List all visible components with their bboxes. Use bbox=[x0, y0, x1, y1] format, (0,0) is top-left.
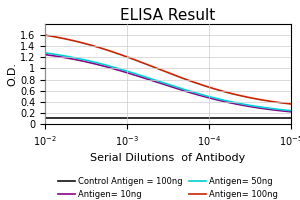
Control Antigen = 100ng bbox=[43, 117, 47, 120]
Title: ELISA Result: ELISA Result bbox=[120, 8, 216, 23]
Line: Antigen= 100ng: Antigen= 100ng bbox=[45, 35, 291, 104]
Antigen= 10ng bbox=[89, 62, 92, 64]
Antigen= 100ng bbox=[289, 103, 293, 105]
Line: Antigen= 50ng: Antigen= 50ng bbox=[45, 53, 291, 111]
Antigen= 10ng bbox=[58, 56, 61, 58]
Antigen= 100ng bbox=[109, 50, 112, 52]
Antigen= 50ng bbox=[89, 60, 92, 62]
Antigen= 10ng bbox=[268, 108, 272, 111]
Antigen= 100ng bbox=[268, 100, 272, 102]
Antigen= 10ng bbox=[277, 109, 281, 112]
Antigen= 50ng bbox=[43, 52, 47, 54]
Control Antigen = 100ng bbox=[277, 117, 281, 120]
Antigen= 50ng bbox=[277, 108, 281, 111]
Antigen= 10ng bbox=[43, 53, 47, 56]
Antigen= 10ng bbox=[289, 111, 293, 113]
Control Antigen = 100ng bbox=[89, 117, 92, 120]
Control Antigen = 100ng bbox=[58, 117, 61, 120]
Control Antigen = 100ng bbox=[109, 117, 112, 120]
Control Antigen = 100ng bbox=[53, 117, 57, 120]
Line: Antigen= 10ng: Antigen= 10ng bbox=[45, 55, 291, 112]
Control Antigen = 100ng bbox=[268, 117, 272, 120]
Antigen= 100ng bbox=[58, 37, 61, 39]
Antigen= 100ng bbox=[89, 44, 92, 46]
X-axis label: Serial Dilutions  of Antibody: Serial Dilutions of Antibody bbox=[90, 153, 246, 163]
Antigen= 50ng bbox=[58, 54, 61, 56]
Antigen= 50ng bbox=[53, 53, 57, 56]
Antigen= 10ng bbox=[53, 55, 57, 57]
Legend: Control Antigen = 100ng, Antigen= 10ng, Antigen= 50ng, Antigen= 100ng: Control Antigen = 100ng, Antigen= 10ng, … bbox=[55, 173, 281, 200]
Y-axis label: O.D.: O.D. bbox=[7, 62, 17, 86]
Antigen= 100ng bbox=[43, 34, 47, 36]
Antigen= 10ng bbox=[109, 67, 112, 69]
Antigen= 100ng bbox=[277, 101, 281, 104]
Antigen= 50ng bbox=[109, 65, 112, 68]
Antigen= 50ng bbox=[268, 107, 272, 110]
Antigen= 50ng bbox=[289, 109, 293, 112]
Antigen= 100ng bbox=[53, 36, 57, 38]
Control Antigen = 100ng bbox=[289, 117, 293, 120]
